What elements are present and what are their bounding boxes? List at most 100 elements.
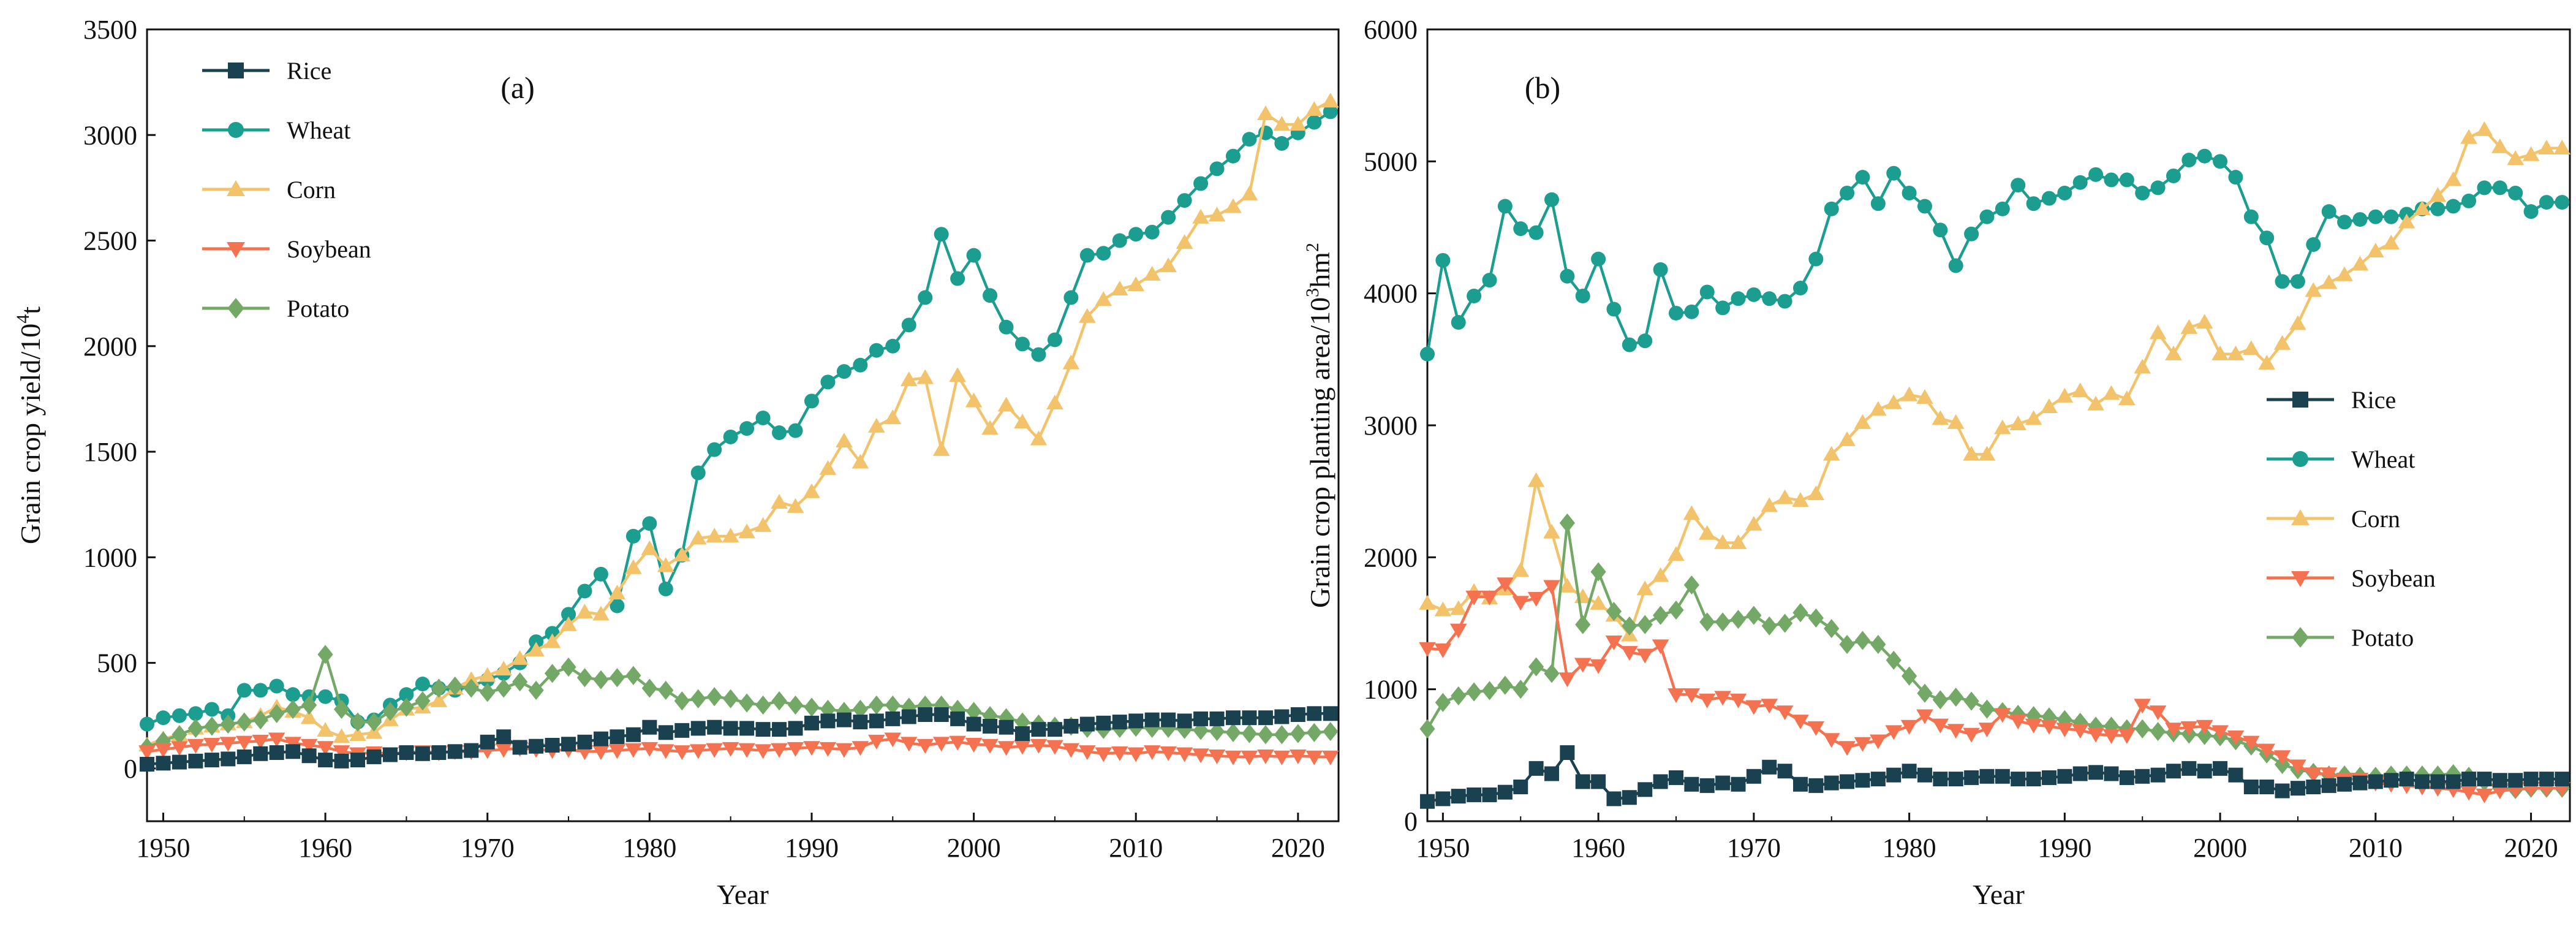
- point-rice: [1840, 774, 1855, 789]
- point-rice: [901, 709, 916, 724]
- point-rice: [1808, 778, 1824, 793]
- y-tick-label: 4000: [1364, 279, 1418, 309]
- point-soybean: [2273, 750, 2291, 765]
- point-wheat: [285, 687, 301, 702]
- point-wheat: [2508, 186, 2523, 201]
- point-soybean: [1257, 749, 1274, 764]
- point-soybean: [2134, 699, 2151, 714]
- point-corn: [1095, 291, 1112, 306]
- point-rice: [788, 721, 803, 736]
- legend-item: Soybean: [202, 235, 371, 263]
- point-rice: [301, 748, 317, 764]
- point-soybean: [171, 741, 188, 756]
- point-rice: [2119, 770, 2134, 785]
- point-corn: [1683, 505, 1701, 520]
- point-rice: [2539, 772, 2554, 787]
- point-corn: [495, 661, 512, 676]
- point-corn: [949, 367, 966, 382]
- point-potato: [1854, 631, 1871, 650]
- point-soybean: [965, 738, 983, 753]
- point-wheat: [1917, 199, 1932, 214]
- point-wheat: [658, 582, 673, 597]
- point-wheat: [1451, 315, 1466, 330]
- point-rice: [1047, 722, 1062, 737]
- series-corn: [138, 93, 1339, 752]
- point-corn: [2522, 146, 2540, 161]
- point-potato: [1241, 724, 1258, 743]
- point-corn: [1963, 446, 1980, 461]
- point-corn: [349, 726, 366, 741]
- point-soybean: [154, 743, 172, 758]
- point-soybean: [1192, 748, 1209, 764]
- point-soybean: [1668, 688, 1685, 704]
- point-wheat: [1824, 201, 1839, 216]
- point-rice: [2197, 764, 2212, 779]
- point-corn: [1745, 515, 1762, 531]
- legend-item: Rice: [2267, 386, 2396, 414]
- point-potato: [1177, 719, 1193, 739]
- point-rice: [1731, 776, 1746, 792]
- point-corn: [900, 371, 918, 387]
- point-corn: [2491, 138, 2509, 153]
- point-rice: [1193, 711, 1209, 726]
- point-potato: [1225, 723, 1241, 742]
- point-corn: [1192, 208, 1209, 224]
- point-potato: [852, 699, 868, 719]
- series-rice: [140, 706, 1338, 772]
- point-potato: [885, 695, 901, 715]
- point-wheat: [1528, 225, 1544, 240]
- legend-marker: [2292, 627, 2309, 648]
- point-potato: [285, 699, 301, 719]
- point-soybean: [2258, 743, 2276, 759]
- x-tick-label: 2000: [2193, 833, 2247, 863]
- point-potato: [2134, 719, 2150, 738]
- point-potato: [1792, 603, 1808, 623]
- point-corn: [1290, 116, 1307, 131]
- point-potato: [1622, 616, 1637, 636]
- point-corn: [1652, 567, 1669, 582]
- point-corn: [981, 420, 999, 435]
- point-wheat: [1047, 332, 1062, 347]
- point-soybean: [1290, 749, 1307, 764]
- point-potato: [1481, 681, 1498, 700]
- x-tick-label: 1980: [1883, 833, 1936, 863]
- point-potato: [301, 695, 317, 715]
- point-soybean: [1745, 700, 1762, 715]
- point-corn: [2025, 410, 2042, 425]
- point-corn: [2507, 150, 2524, 165]
- point-potato: [528, 680, 544, 700]
- point-rice: [318, 753, 333, 768]
- point-corn: [2320, 274, 2338, 289]
- point-soybean: [1127, 747, 1145, 762]
- point-rice: [1112, 715, 1127, 730]
- x-tick-label: 1980: [622, 833, 676, 863]
- point-rice: [1177, 713, 1192, 729]
- point-soybean: [1014, 740, 1031, 755]
- point-rice: [1746, 769, 1761, 784]
- point-wheat: [1762, 291, 1777, 306]
- point-wheat: [156, 710, 171, 726]
- point-rice: [1699, 778, 1715, 793]
- panel-b: 1950 1960 1970 1980 1990 2000 2010 2020 0 1000 200…: [1302, 15, 2571, 910]
- point-potato: [220, 714, 236, 734]
- point-soybean: [1273, 750, 1291, 765]
- point-corn: [1807, 485, 1825, 501]
- point-wheat: [2384, 209, 2399, 224]
- point-wheat: [1323, 104, 1338, 120]
- point-rice: [934, 707, 949, 723]
- point-soybean: [1543, 580, 1560, 595]
- point-wheat: [853, 357, 868, 373]
- point-soybean: [2041, 719, 2058, 735]
- point-wheat: [2197, 148, 2212, 164]
- point-rice: [464, 743, 479, 758]
- point-corn: [787, 498, 804, 513]
- point-wheat: [788, 423, 803, 438]
- point-corn: [576, 604, 594, 619]
- point-rice: [1591, 774, 1606, 789]
- x-axis-title: Year: [717, 879, 769, 910]
- legend-item: Corn: [202, 176, 336, 203]
- point-wheat: [1606, 302, 1622, 317]
- legend-label: Corn: [2351, 505, 2400, 533]
- x-tick-label: 1960: [1571, 833, 1625, 863]
